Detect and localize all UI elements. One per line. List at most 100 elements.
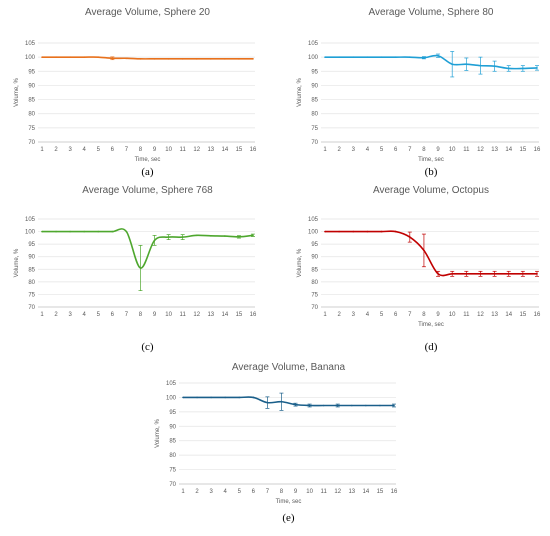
x-tick-label: 5 <box>238 489 242 495</box>
y-tick-label: 100 <box>25 55 36 61</box>
x-tick-label: 1 <box>40 312 44 318</box>
data-point <box>508 273 510 275</box>
y-tick-label: 75 <box>169 468 176 474</box>
x-tick-label: 4 <box>224 489 228 495</box>
x-tick-label: 4 <box>83 312 87 318</box>
y-tick-label: 75 <box>28 126 35 132</box>
data-point <box>210 397 212 399</box>
x-tick-label: 5 <box>97 312 101 318</box>
x-tick-label: 8 <box>139 312 143 318</box>
x-tick-label: 9 <box>294 489 298 495</box>
data-point <box>182 236 184 238</box>
x-tick-label: 10 <box>165 312 172 318</box>
data-point <box>338 231 340 233</box>
y-axis-label: Volume, % <box>14 77 20 106</box>
y-tick-label: 90 <box>311 83 318 89</box>
x-tick-label: 5 <box>380 147 384 153</box>
y-tick-label: 70 <box>311 305 318 311</box>
data-point <box>393 405 395 407</box>
data-point <box>508 68 510 70</box>
y-axis-label: Volume, % <box>297 248 303 277</box>
data-point <box>168 236 170 238</box>
x-tick-label: 12 <box>334 489 341 495</box>
x-tick-label: 3 <box>68 312 72 318</box>
y-axis-label: Volume, % <box>14 248 20 277</box>
data-point <box>267 402 269 404</box>
y-tick-label: 80 <box>311 280 318 286</box>
data-point <box>480 65 482 67</box>
series-line <box>183 397 394 406</box>
x-tick-label: 15 <box>236 312 243 318</box>
x-tick-label: 15 <box>236 147 243 153</box>
y-tick-label: 90 <box>28 83 35 89</box>
x-tick-label: 7 <box>408 312 412 318</box>
x-tick-label: 16 <box>391 489 398 495</box>
x-tick-label: 2 <box>337 312 341 318</box>
panel-caption: (e) <box>282 512 295 524</box>
x-tick-label: 7 <box>125 147 129 153</box>
y-tick-label: 85 <box>311 98 318 104</box>
y-tick-label: 105 <box>25 41 36 47</box>
data-point <box>224 235 226 237</box>
x-axis-label: Time, sec <box>418 157 444 163</box>
data-point <box>140 267 142 269</box>
chart-panel-2: Average Volume, Sphere 80707580859095100… <box>297 7 541 178</box>
x-tick-label: 1 <box>181 489 185 495</box>
y-tick-label: 95 <box>311 69 318 75</box>
x-tick-label: 15 <box>520 312 527 318</box>
data-point <box>140 58 142 60</box>
x-tick-label: 9 <box>436 312 440 318</box>
y-tick-label: 75 <box>28 292 35 298</box>
data-point <box>154 240 156 242</box>
x-tick-label: 14 <box>505 147 512 153</box>
data-point <box>323 405 325 407</box>
x-tick-label: 3 <box>68 147 72 153</box>
x-tick-label: 6 <box>252 489 256 495</box>
panel-caption: (a) <box>141 166 154 178</box>
data-point <box>168 58 170 60</box>
x-tick-label: 8 <box>139 147 143 153</box>
x-tick-label: 4 <box>83 147 87 153</box>
x-tick-label: 11 <box>463 147 470 153</box>
x-tick-label: 10 <box>306 489 313 495</box>
data-point <box>423 57 425 59</box>
data-point <box>210 235 212 237</box>
y-tick-label: 100 <box>25 230 36 236</box>
x-tick-label: 9 <box>153 312 157 318</box>
x-tick-label: 16 <box>250 312 257 318</box>
x-tick-label: 3 <box>352 147 356 153</box>
x-tick-label: 16 <box>534 312 541 318</box>
data-point <box>295 404 297 406</box>
data-point <box>437 55 439 57</box>
y-tick-label: 95 <box>311 242 318 248</box>
x-tick-label: 9 <box>153 147 157 153</box>
y-tick-label: 90 <box>28 255 35 261</box>
y-tick-label: 80 <box>28 112 35 118</box>
data-point <box>253 397 255 399</box>
x-tick-label: 13 <box>348 489 355 495</box>
data-point <box>238 58 240 60</box>
x-tick-label: 10 <box>449 147 456 153</box>
x-tick-label: 16 <box>250 147 257 153</box>
x-tick-label: 1 <box>40 147 44 153</box>
x-tick-label: 15 <box>377 489 384 495</box>
y-tick-label: 70 <box>169 482 176 488</box>
data-point <box>182 58 184 60</box>
data-point <box>351 405 353 407</box>
data-point <box>324 231 326 233</box>
x-tick-label: 13 <box>207 312 214 318</box>
y-tick-label: 85 <box>169 439 176 445</box>
data-point <box>522 273 524 275</box>
y-tick-label: 100 <box>308 230 319 236</box>
y-tick-label: 105 <box>308 217 319 223</box>
data-point <box>196 397 198 399</box>
data-point <box>69 56 71 58</box>
x-tick-label: 16 <box>534 147 541 153</box>
series-line <box>325 231 537 275</box>
x-tick-label: 12 <box>477 147 484 153</box>
y-tick-label: 85 <box>28 267 35 273</box>
x-tick-label: 11 <box>321 489 328 495</box>
data-point <box>494 65 496 67</box>
x-tick-label: 13 <box>491 147 498 153</box>
